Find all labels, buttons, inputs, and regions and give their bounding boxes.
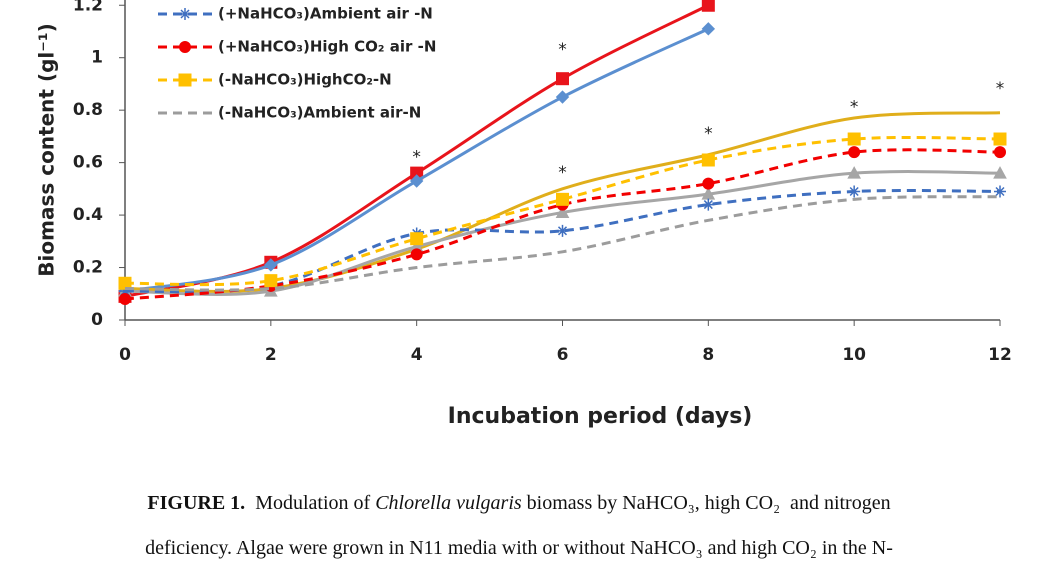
- caption-line-1: FIGURE 1. Modulation of Chlorella vulgar…: [0, 492, 1038, 515]
- caption-label: FIGURE 1.: [147, 492, 246, 514]
- x-tick-label: 12: [988, 345, 1012, 365]
- annotation: *: [412, 147, 421, 167]
- x-tick-label: 10: [842, 345, 866, 365]
- marker: [119, 285, 131, 298]
- legend-label: (+NaHCO₃)Ambient air -N: [218, 5, 433, 23]
- marker: [556, 72, 569, 86]
- marker: [847, 132, 861, 146]
- y-tick-label: 1.2: [73, 0, 103, 15]
- marker: [993, 166, 1007, 179]
- series-line: [124, 195, 1001, 292]
- marker: [702, 198, 715, 211]
- marker: [409, 174, 424, 188]
- marker: [701, 153, 715, 167]
- annotation: *: [704, 124, 713, 144]
- marker: [993, 132, 1007, 146]
- legend-label: (-NaHCO₃)HighCO₂-N: [218, 71, 392, 89]
- legend-label: (-NaHCO₃)Ambient air-N: [218, 104, 421, 122]
- annotation: *: [558, 40, 567, 60]
- y-tick-label: 1: [91, 48, 103, 68]
- legend-marker: [179, 8, 191, 20]
- y-tick-label: 0: [91, 310, 103, 330]
- annotation: *: [996, 79, 1005, 99]
- legend-marker: [178, 73, 192, 87]
- marker: [848, 146, 861, 159]
- x-tick-label: 8: [702, 345, 714, 365]
- y-tick-label: 0.6: [73, 153, 103, 173]
- caption-text: biomass by NaHCO₃, high CO₂ and nitrogen: [521, 492, 891, 514]
- marker: [701, 22, 716, 36]
- marker: [264, 274, 278, 288]
- marker: [994, 146, 1006, 159]
- marker: [701, 0, 715, 12]
- marker: [264, 258, 278, 272]
- annotation: *: [850, 98, 859, 118]
- marker: [119, 293, 131, 306]
- marker: [848, 185, 861, 198]
- y-tick-label: 0.2: [73, 258, 103, 278]
- x-tick-label: 6: [557, 345, 569, 365]
- marker: [556, 192, 569, 206]
- marker: [410, 248, 423, 261]
- y-axis-label: Biomass content (gl⁻¹): [35, 23, 59, 276]
- caption-species: Chlorella vulgaris: [375, 492, 522, 514]
- marker: [847, 166, 862, 179]
- marker: [410, 232, 424, 246]
- marker: [556, 224, 569, 237]
- legend-marker: [179, 41, 191, 53]
- caption-line-2: deficiency. Algae were grown in N11 medi…: [145, 537, 893, 559]
- x-tick-label: 4: [411, 345, 423, 365]
- x-tick-label: 2: [265, 345, 277, 365]
- plot-area: [118, 0, 1007, 306]
- annotation: *: [558, 163, 567, 183]
- y-tick-label: 0.4: [73, 205, 103, 225]
- marker: [994, 185, 1006, 198]
- chart: Biomass content (gl⁻¹) Incubation period…: [35, 0, 1012, 429]
- marker: [555, 90, 570, 104]
- marker: [555, 205, 570, 218]
- y-tick-label: 0.8: [73, 100, 103, 120]
- x-axis-label: Incubation period (days): [448, 404, 753, 429]
- x-tick-label: 0: [119, 345, 131, 365]
- caption-text: Modulation of: [255, 492, 376, 514]
- legend-label: (+NaHCO₃)High CO₂ air -N: [218, 38, 436, 56]
- marker: [702, 177, 715, 190]
